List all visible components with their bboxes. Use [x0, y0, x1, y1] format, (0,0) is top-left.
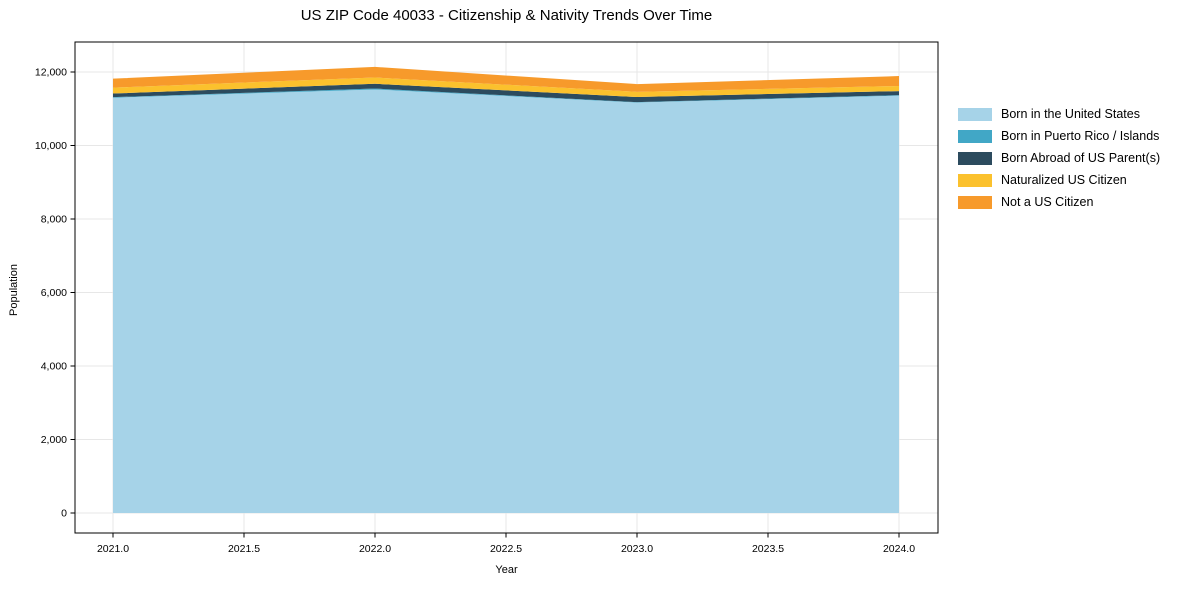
- area-series-born-in-the-united-states: [113, 89, 899, 514]
- legend-swatch-icon: [958, 129, 992, 143]
- y-tick-label: 8,000: [41, 214, 67, 226]
- legend-item: Born in Puerto Rico / Islands: [958, 125, 1160, 147]
- chart-title: US ZIP Code 40033 - Citizenship & Nativi…: [300, 7, 713, 24]
- area-series-not-a-us-citizen: [113, 66, 899, 92]
- y-tick-label: 10,000: [35, 140, 67, 152]
- legend-item: Naturalized US Citizen: [958, 169, 1160, 191]
- legend-label: Born Abroad of US Parent(s): [1001, 151, 1161, 165]
- area-series-born-abroad-of-us-parent-s: [113, 83, 899, 103]
- legend-swatch-icon: [958, 173, 992, 187]
- y-tick-label: 6,000: [41, 287, 67, 299]
- x-tick-label: 2023.0: [621, 543, 653, 555]
- legend-label: Not a US Citizen: [1001, 195, 1094, 209]
- legend-label: Born in Puerto Rico / Islands: [1001, 129, 1160, 143]
- x-tick-label: 2024.0: [883, 543, 915, 555]
- legend-item: Not a US Citizen: [958, 191, 1160, 213]
- area-series-born-in-puerto-rico-islands: [113, 88, 899, 103]
- legend-label: Born in the United States: [1001, 107, 1140, 121]
- legend-swatch-icon: [958, 195, 992, 209]
- y-axis-label: Population: [8, 264, 20, 316]
- y-tick-label: 4,000: [41, 361, 67, 373]
- x-tick-label: 2021.5: [228, 543, 260, 555]
- y-tick-label: 2,000: [41, 434, 67, 446]
- y-tick-label: 0: [61, 508, 67, 520]
- y-tick-label: 12,000: [35, 67, 67, 79]
- x-tick-label: 2022.0: [359, 543, 391, 555]
- legend-swatch-icon: [958, 151, 992, 165]
- legend-swatch-icon: [958, 107, 992, 121]
- legend: Born in the United States Born in Puerto…: [958, 103, 1160, 213]
- x-tick-label: 2022.5: [490, 543, 522, 555]
- area-series-naturalized-us-citizen: [113, 77, 899, 97]
- legend-item: Born in the United States: [958, 103, 1160, 125]
- legend-item: Born Abroad of US Parent(s): [958, 147, 1160, 169]
- x-tick-label: 2023.5: [752, 543, 784, 555]
- x-axis-label: Year: [495, 564, 518, 576]
- legend-label: Naturalized US Citizen: [1001, 173, 1127, 187]
- x-tick-label: 2021.0: [97, 543, 129, 555]
